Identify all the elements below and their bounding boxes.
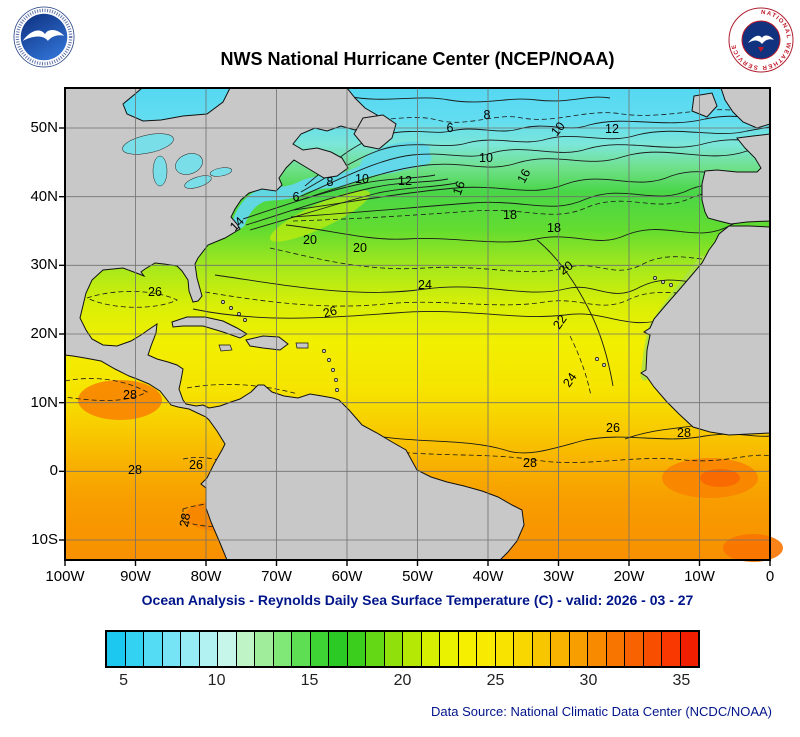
colorbar-segment: [310, 632, 329, 666]
colorbar-tick-label: 10: [207, 672, 226, 689]
islands-cape-verde: [595, 357, 606, 367]
islands-canary: [653, 276, 673, 287]
colorbar-segment: [329, 632, 348, 666]
colorbar-segment: [162, 632, 181, 666]
colorbar-segment: [440, 632, 459, 666]
colorbar-segment: [495, 632, 514, 666]
colorbar-segment: [292, 632, 311, 666]
island-jamaica: [218, 344, 233, 352]
colorbar-segment: [144, 632, 163, 666]
sst-map-canvas: [59, 87, 783, 566]
map-grid: [65, 88, 770, 560]
colorbar-segment: [477, 632, 496, 666]
lon-label: 10W: [684, 568, 715, 585]
colorbar-tick-label: 35: [672, 672, 691, 689]
map-border: [64, 87, 771, 561]
island-puerto-rico: [295, 342, 309, 349]
colorbar-tick-label: 15: [300, 672, 319, 689]
island-cuba: [171, 316, 248, 339]
colorbar-segment: [347, 632, 366, 666]
lon-label: 30W: [543, 568, 574, 585]
lat-label: 0: [49, 462, 58, 480]
data-source-note: Data Source: National Climatic Data Cent…: [431, 704, 772, 719]
colorbar-segment: [532, 632, 551, 666]
seagull-icon: [22, 29, 65, 41]
lon-label: 90W: [120, 568, 151, 585]
colorbar-segment: [236, 632, 255, 666]
lat-label: 30N: [30, 256, 58, 274]
colorbar-segment: [551, 632, 570, 666]
colorbar-segment: [662, 632, 681, 666]
island-newfoundland: [353, 114, 397, 150]
lon-label: 100W: [45, 568, 85, 585]
nws-logo-icon: NATIONAL WEATHER SERVICE: [728, 7, 794, 73]
noaa-logo: [13, 6, 75, 68]
lat-label: 20N: [30, 325, 58, 342]
colorbar-segment: [384, 632, 403, 666]
lat-label: 50N: [30, 119, 58, 136]
colorbar-segment: [199, 632, 218, 666]
lat-label: 10S: [31, 531, 58, 548]
colorbar-segment: [569, 632, 588, 666]
lon-label: 0: [765, 568, 775, 585]
colorbar-segment: [680, 632, 698, 666]
colorbar-segment: [625, 632, 644, 666]
lat-label: 40N: [30, 187, 58, 205]
colorbar-segment: [107, 632, 126, 666]
colorbar-segment: [125, 632, 144, 666]
colorbar-tick-label: 5: [119, 672, 129, 689]
triangle-icon: [758, 47, 764, 52]
sst-map: 6 8 10 12 10 16 6 8 10 12 16 18 18 14 20 20 20 24 26 26 22 24…: [59, 87, 783, 566]
colorbar-segment: [514, 632, 533, 666]
colorbar-segment: [366, 632, 385, 666]
colorbar-tick-label: 25: [486, 672, 505, 689]
lon-label: 40W: [472, 568, 504, 585]
colorbar-tick-label: 20: [393, 672, 412, 689]
island-hispaniola: [245, 335, 289, 351]
map-subtitle: Ocean Analysis - Reynolds Daily Sea Surf…: [141, 592, 694, 608]
islands-bahamas: [221, 300, 247, 322]
land-europe: [701, 133, 771, 225]
lon-label: 70W: [261, 568, 292, 585]
colorbar-segment: [458, 632, 477, 666]
lon-label: 60W: [331, 568, 363, 585]
noaa-logo-icon: [13, 6, 75, 68]
colorbar-segment: [588, 632, 607, 666]
colorbar-tick-layer: 5 10 15 20 25 30 35: [105, 672, 700, 694]
island-ireland: [691, 92, 718, 118]
lat-label: 10N: [30, 393, 58, 411]
landmasses: [64, 87, 771, 561]
colorbar-segment: [403, 632, 422, 666]
nws-logo: NATIONAL WEATHER SERVICE: [728, 7, 794, 73]
page-title: NWS National Hurricane Center (NCEP/NOAA…: [220, 49, 615, 69]
lon-label: 80W: [190, 568, 222, 585]
colorbar: [105, 630, 700, 668]
lon-label: 20W: [613, 568, 645, 585]
land-africa: [640, 225, 771, 436]
colorbar-segment: [273, 632, 292, 666]
colorbar-segment: [643, 632, 662, 666]
lon-label: 50W: [402, 568, 433, 585]
colorbar-segment: [606, 632, 625, 666]
seagull-icon: [748, 35, 774, 44]
land-americas: [64, 87, 525, 561]
colorbar-segment: [181, 632, 200, 666]
colorbar-tick-label: 30: [579, 672, 598, 689]
colorbar-segment: [218, 632, 237, 666]
islands-lesser-antilles: [322, 349, 339, 392]
colorbar-segment: [255, 632, 274, 666]
colorbar-segment: [421, 632, 440, 666]
